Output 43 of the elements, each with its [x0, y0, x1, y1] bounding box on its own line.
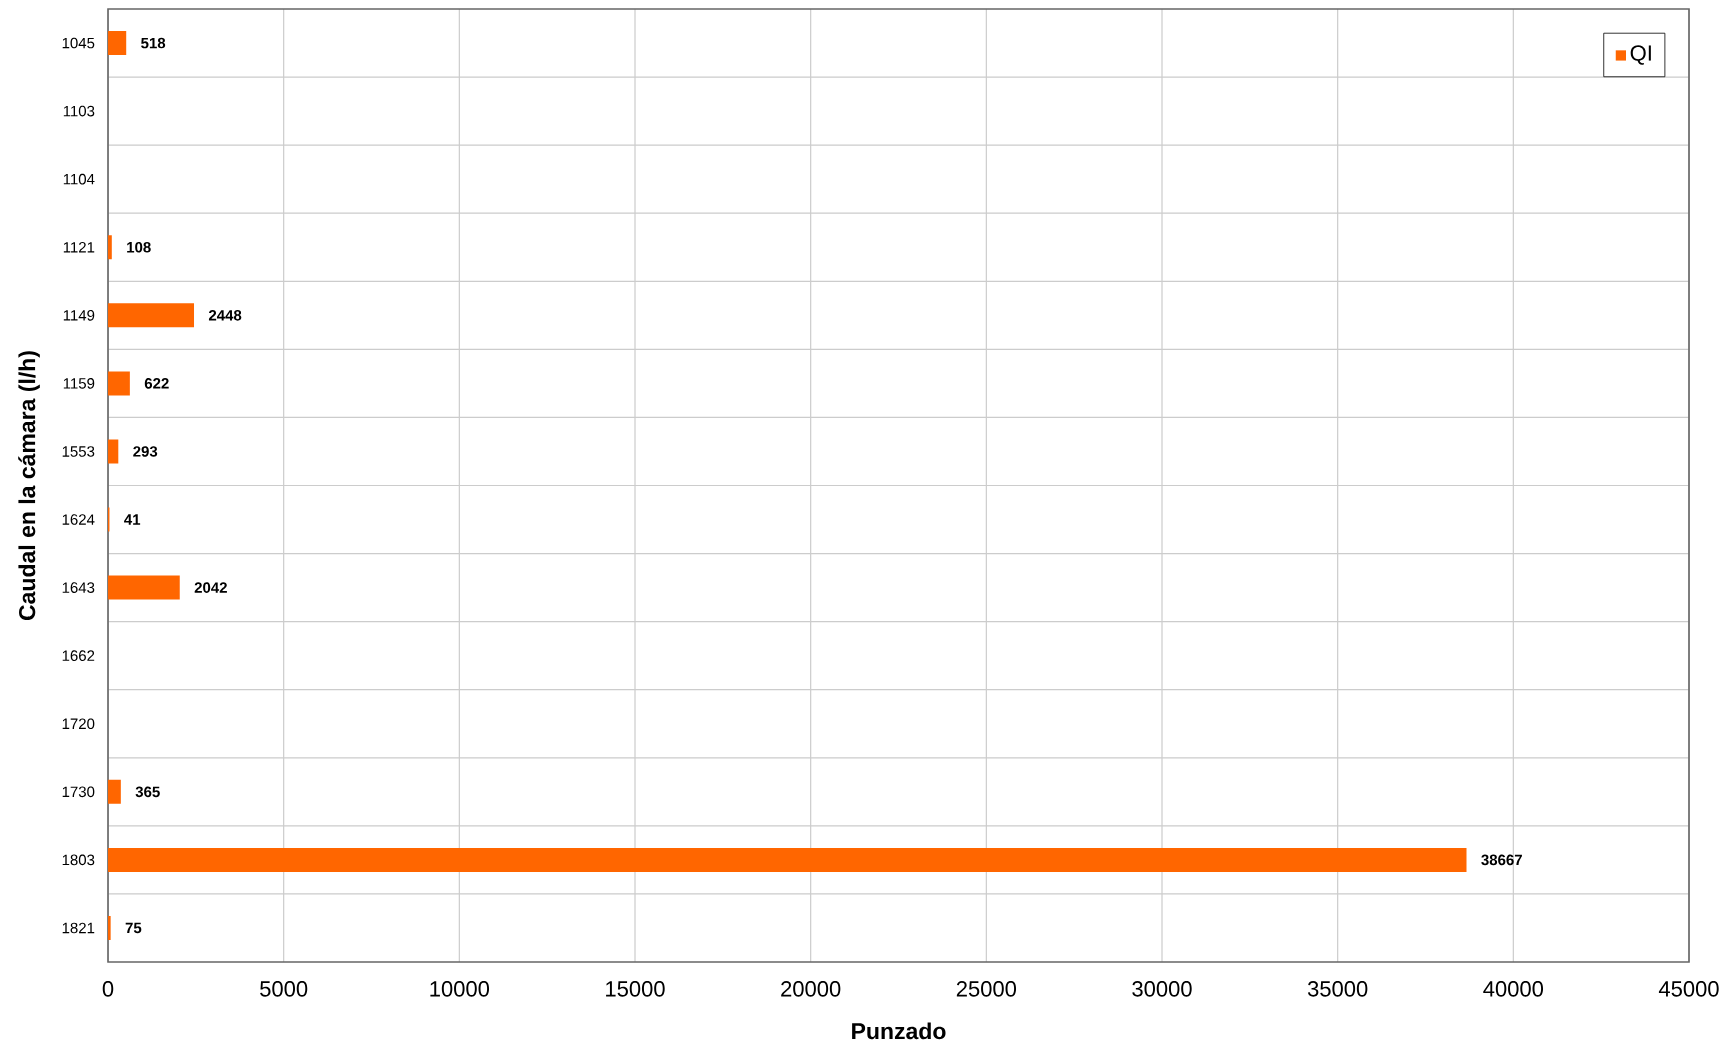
- data-label: 75: [125, 922, 142, 934]
- data-label: 622: [144, 378, 169, 389]
- data-label: 2042: [194, 582, 227, 593]
- x-tick-label: 0: [102, 981, 114, 997]
- bar: [108, 371, 130, 396]
- x-tick-label: 20000: [781, 981, 841, 997]
- y-tick-label: 1821: [62, 922, 95, 934]
- y-tick-label: 1045: [62, 37, 95, 49]
- x-tick-label: 25000: [956, 981, 1017, 997]
- y-tick-label: 1662: [62, 650, 95, 661]
- y-tick-label: 1149: [63, 310, 95, 321]
- y-tick-label: 1103: [63, 105, 95, 117]
- x-tick-label: 10000: [430, 981, 490, 997]
- x-tick-label: 35000: [1307, 981, 1368, 997]
- data-label: 518: [141, 37, 166, 49]
- data-label: 2448: [208, 310, 242, 321]
- bar: [108, 847, 1467, 872]
- bar: [108, 779, 121, 804]
- x-tick-label: 45000: [1658, 981, 1719, 997]
- x-axis-title: Punzado: [852, 1022, 946, 1040]
- x-tick-label: 30000: [1132, 981, 1192, 997]
- data-label: 365: [135, 786, 160, 798]
- y-tick-label: 1624: [62, 514, 95, 525]
- data-label: 108: [127, 241, 151, 253]
- y-tick-label: 1803: [62, 854, 95, 866]
- y-tick-label: 1720: [62, 718, 95, 730]
- y-axis-title: Caudal en la cámara (l/h): [18, 351, 40, 621]
- y-tick-label: 1553: [62, 446, 95, 457]
- bar: [108, 303, 195, 328]
- y-tick-label: 1730: [62, 786, 95, 798]
- legend-label: QI: [1630, 45, 1651, 65]
- y-tick-label: 1643: [62, 582, 95, 593]
- x-tick-label: 15000: [606, 981, 665, 997]
- data-label: 38667: [1481, 854, 1522, 866]
- y-tick-label: 1159: [63, 378, 95, 389]
- y-tick-label: 1104: [63, 173, 95, 185]
- y-tick-label: 1121: [63, 242, 95, 253]
- bar: [108, 575, 180, 600]
- x-tick-label: 40000: [1483, 981, 1544, 997]
- bar: [108, 31, 127, 56]
- data-label: 293: [133, 446, 158, 457]
- x-tick-label: 5000: [260, 981, 308, 997]
- data-label: 41: [124, 514, 141, 525]
